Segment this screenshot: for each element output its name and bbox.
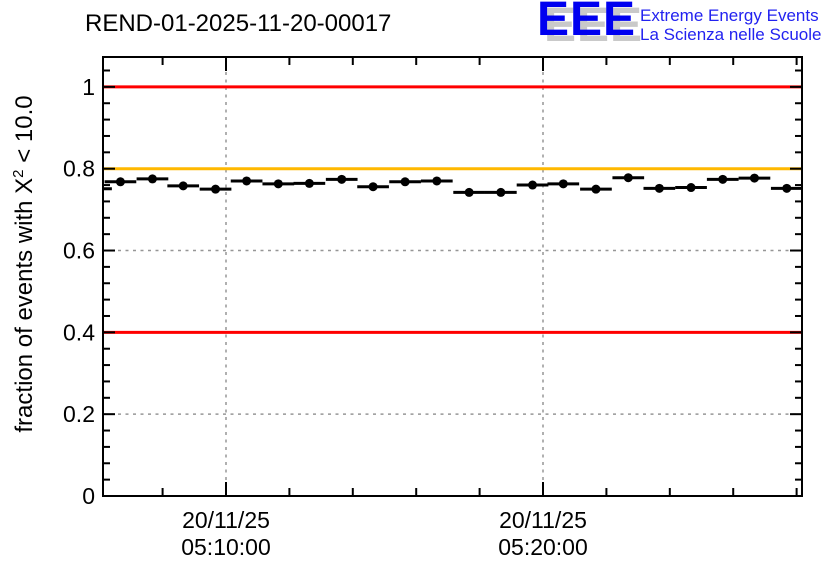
data-point-marker xyxy=(782,183,792,193)
data-point-marker xyxy=(654,183,664,193)
y-tick-label: 0.4 xyxy=(63,319,95,345)
data-point-marker xyxy=(496,187,506,197)
data-point-marker xyxy=(718,174,728,184)
data-point-marker xyxy=(749,173,759,183)
eee-logo: EEE xyxy=(537,0,637,46)
data-point-marker xyxy=(211,184,221,194)
data-point-marker xyxy=(368,182,378,192)
data-point-marker xyxy=(558,179,568,189)
data-point-marker xyxy=(432,176,442,186)
y-tick-label: 0.6 xyxy=(63,238,95,264)
y-axis-title-pre: fraction of events with X xyxy=(11,177,38,433)
y-tick-label: 0.8 xyxy=(63,156,95,182)
y-tick-label: 0 xyxy=(82,483,95,509)
data-point-marker xyxy=(337,174,347,184)
y-axis-title: fraction of events with X2 < 10.0 xyxy=(10,44,42,484)
data-point-marker xyxy=(273,179,283,189)
y-tick-label: 0.2 xyxy=(63,401,95,427)
y-tick-label: 1 xyxy=(82,74,95,100)
data-point-marker xyxy=(528,180,538,190)
y-axis-title-post: < 10.0 xyxy=(11,95,38,170)
data-point-marker xyxy=(686,183,696,193)
data-point-marker xyxy=(92,184,101,193)
data-point-marker xyxy=(464,187,474,197)
eee-logo-line2: La Scienza nelle Scuole xyxy=(640,25,822,44)
x-tick-label: 20/11/25 05:20:00 xyxy=(498,507,588,560)
x-tick-label: 20/11/25 05:10:00 xyxy=(181,507,271,560)
plot-title: REND-01-2025-11-20-00017 xyxy=(85,10,392,37)
y-axis-title-sup: 2 xyxy=(10,169,27,178)
data-point-marker xyxy=(242,176,252,186)
eee-logo-caption: Extreme Energy Events La Scienza nelle S… xyxy=(640,6,821,44)
data-point-marker xyxy=(591,184,601,194)
data-point-marker xyxy=(304,178,314,188)
data-point-marker xyxy=(400,177,410,187)
data-point-marker xyxy=(623,173,633,183)
data-point-marker xyxy=(178,181,188,191)
data-point-marker xyxy=(147,174,157,184)
plot-frame xyxy=(102,56,803,497)
eee-logo-line1: Extreme Energy Events xyxy=(640,6,819,25)
data-point-marker xyxy=(115,177,125,187)
